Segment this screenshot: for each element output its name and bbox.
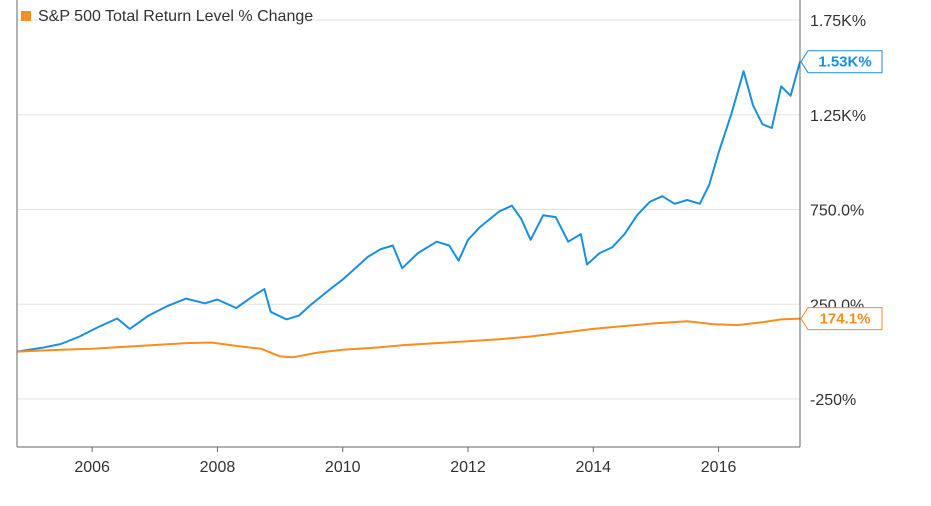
series-line-1 [16,317,801,359]
grid [17,19,800,400]
x-tick-label-0: 2006 [74,459,110,476]
end-label-box-0 [800,50,883,74]
end-labels: 1.53K% 174.1% [800,50,883,331]
y-tick-label-0: 1.75K% [810,13,866,30]
end-label-1: 174.1% [800,307,883,331]
x-tick-label-1: 2008 [200,459,236,476]
x-tick-label-4: 2014 [575,459,611,476]
end-label-0: 1.53K% [800,50,883,74]
end-label-box-1 [800,307,883,331]
legend-swatch-1 [21,11,31,21]
y-tick-label-2: 750.0% [810,203,864,220]
legend: S&P 500 Total Return Level % Change [21,8,313,25]
legend-label-1: S&P 500 Total Return Level % Change [38,8,313,25]
plot-frame [16,0,801,448]
x-tick-label-5: 2016 [701,459,737,476]
series-lines [16,61,801,359]
x-tick-label-2: 2010 [325,459,361,476]
end-label-text-0: 1.53K% [818,54,871,71]
y-tick-label-1: 1.25K% [810,108,866,125]
x-tick-label-3: 2012 [450,459,486,476]
series-line-0 [16,61,801,353]
x-axis: 2006 2008 2010 2012 2014 2016 [74,447,736,476]
end-label-text-1: 174.1% [820,311,871,328]
y-tick-label-4: -250% [810,392,856,409]
